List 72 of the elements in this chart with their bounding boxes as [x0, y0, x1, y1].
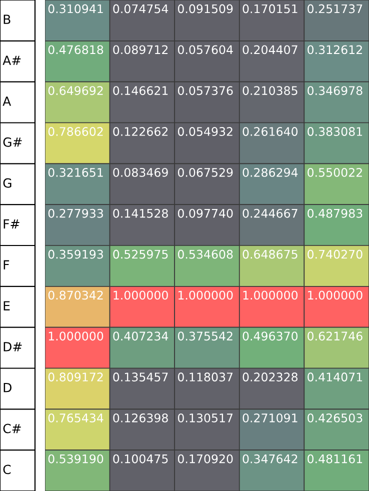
data-label: 0.550022 [308, 168, 362, 177]
y-tick-label: E [4, 301, 10, 310]
y-tick-label: A# [2, 56, 21, 65]
data-label: 1.000000 [308, 290, 362, 300]
data-label: 0.244667 [242, 208, 298, 218]
y-tick-label: G [3, 178, 12, 188]
data-label: 0.146621 [113, 86, 168, 96]
data-label: 0.091509 [178, 4, 233, 14]
data-label: 0.097740 [178, 208, 233, 218]
data-label: 0.251737 [308, 4, 362, 14]
y-tick-label: A [2, 96, 12, 106]
data-label: 0.170151 [242, 4, 298, 14]
data-label: 0.277933 [48, 208, 103, 218]
data-label: 0.126398 [113, 413, 168, 422]
data-label: 1.000000 [114, 290, 168, 300]
data-label: 0.649692 [48, 86, 103, 96]
data-label: 0.347642 [242, 454, 298, 464]
data-label: 0.321651 [48, 168, 103, 177]
data-label: 0.765434 [48, 413, 104, 422]
data-label: 0.118037 [178, 372, 233, 382]
data-label: 0.809172 [48, 372, 103, 382]
data-label: 1.000000 [243, 290, 298, 300]
data-label: 0.202328 [242, 372, 298, 382]
data-label: 0.130517 [178, 413, 233, 422]
data-label: 0.057376 [178, 86, 233, 96]
data-label: 0.100475 [113, 454, 168, 464]
data-label: 0.141528 [113, 208, 168, 218]
y-tick-label: F [4, 260, 10, 270]
data-label: 0.210385 [242, 86, 298, 96]
data-label: 0.057604 [178, 45, 233, 54]
y-tick-label: C [3, 464, 11, 474]
data-label: 0.496370 [242, 332, 298, 341]
data-label: 0.346978 [308, 86, 362, 96]
y-tick-label: F# [4, 219, 20, 228]
data-label: 0.135457 [113, 372, 168, 382]
data-label: 0.426503 [308, 413, 362, 422]
data-label: 0.481161 [308, 454, 362, 464]
data-label: 0.312612 [308, 45, 362, 54]
data-label: 0.414071 [308, 372, 362, 382]
data-label: 0.261640 [242, 127, 298, 136]
data-label: 0.648675 [242, 250, 298, 259]
data-label: 0.067529 [178, 168, 233, 177]
data-label: 0.271091 [242, 413, 298, 422]
data-label: 0.476818 [48, 45, 104, 54]
data-label: 0.170920 [178, 454, 233, 464]
data-label: 0.375542 [178, 332, 232, 341]
data-label: 0.083469 [113, 168, 168, 177]
data-label: 0.054932 [178, 127, 232, 136]
data-label: 0.740270 [308, 250, 362, 259]
data-label: 0.539190 [48, 454, 104, 464]
data-label: 0.204407 [242, 45, 298, 54]
data-label: 0.359193 [48, 250, 103, 259]
y-tick-label: G# [3, 137, 22, 147]
data-label: 1.000000 [178, 290, 233, 300]
y-tick-label: D [4, 383, 12, 392]
data-label: 0.286294 [242, 168, 298, 177]
data-label: 0.870342 [48, 290, 103, 300]
data-label: 0.525975 [113, 250, 168, 259]
data-label: 0.534608 [178, 250, 233, 259]
data-label: 0.089712 [113, 45, 168, 54]
y-tick-label: C# [3, 424, 21, 434]
data-label: 0.383081 [308, 127, 362, 136]
data-label: 0.310941 [48, 4, 103, 14]
data-label: 0.122662 [113, 127, 168, 136]
data-label: 0.621746 [308, 332, 362, 341]
data-label: 1.000000 [48, 332, 104, 341]
data-label: 0.074754 [113, 4, 168, 14]
data-label: 0.407234 [113, 332, 168, 341]
y-tick-label: B [4, 14, 10, 24]
data-label: 0.786602 [48, 127, 103, 136]
data-label: 0.487983 [308, 208, 362, 218]
y-tick-label: D# [4, 342, 22, 352]
